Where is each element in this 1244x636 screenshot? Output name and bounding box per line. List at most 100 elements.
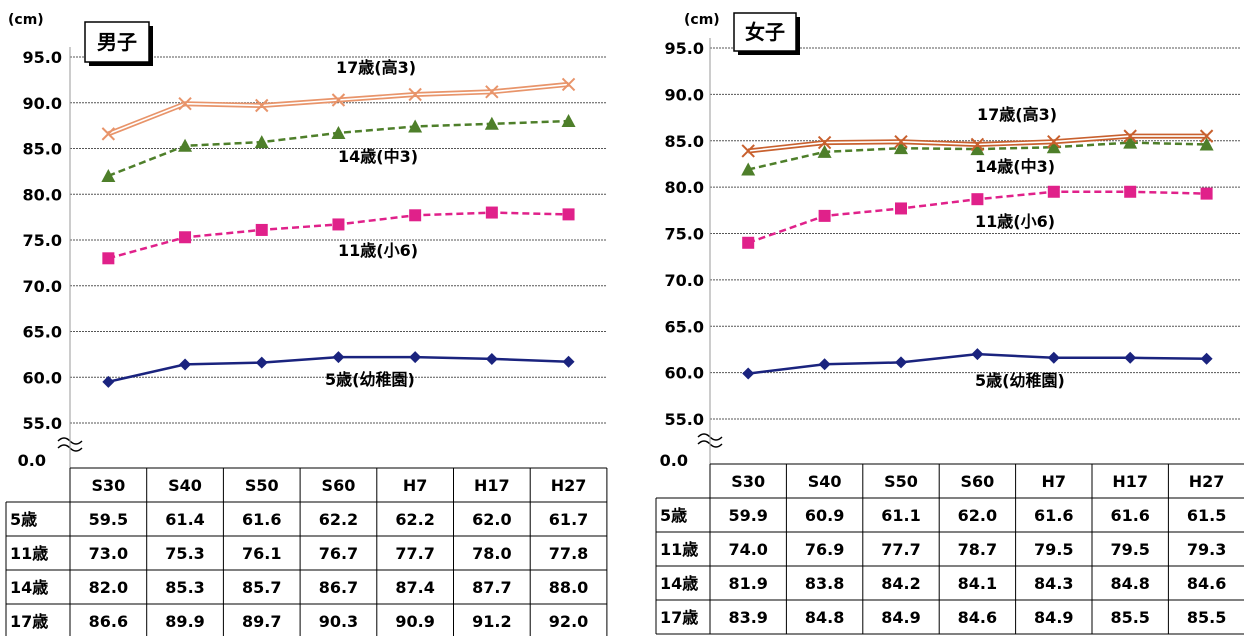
male-y-tick-label-zero: 0.0 — [18, 451, 46, 470]
female-table-cell: 84.9 — [1034, 608, 1073, 627]
female-category-label: H17 — [1112, 472, 1148, 491]
female-table-cell: 84.9 — [881, 608, 920, 627]
male-category-label: H27 — [551, 476, 587, 495]
female-point-1-2 — [895, 202, 907, 215]
female-series-label-1: 11歳(小6) — [975, 212, 1055, 231]
female-point-2-0 — [741, 162, 756, 176]
female-point-2-3 — [970, 142, 985, 156]
female-y-tick-label: 90.0 — [665, 85, 704, 104]
male-table-cell: 85.7 — [242, 578, 281, 597]
female-point-0-6 — [1200, 352, 1213, 365]
male-point-0-4 — [409, 351, 422, 364]
female-point-3-2 — [894, 134, 908, 149]
female-table-cell: 62.0 — [958, 506, 997, 525]
male-table-cell: 89.9 — [165, 612, 204, 631]
male-table-cell: 61.6 — [242, 510, 281, 529]
male-point-2-1 — [178, 138, 193, 152]
male-table-cell: 78.0 — [472, 544, 511, 563]
male-title-box — [84, 21, 150, 63]
female-point-0-2 — [895, 356, 907, 369]
male-series-label-1: 11歳(小6) — [338, 241, 418, 260]
male-category-label: H7 — [403, 476, 428, 495]
female-point-0-0 — [742, 367, 755, 380]
male-table-cell: 91.2 — [472, 612, 511, 631]
female-table-cell: 85.5 — [1110, 608, 1149, 627]
male-y-tick-label: 80.0 — [23, 185, 62, 204]
male-table-cell: 62.2 — [319, 510, 358, 529]
male-table-cell: 82.0 — [89, 578, 128, 597]
male-category-label: S30 — [91, 476, 125, 495]
male-table-cell: 61.7 — [549, 510, 588, 529]
male-point-1-2 — [255, 223, 268, 236]
female-point-0-4 — [1047, 351, 1060, 364]
male-point-0-1 — [179, 358, 192, 371]
female-table-cell: 85.5 — [1187, 608, 1226, 627]
female-category-label: S60 — [961, 472, 995, 491]
female-table-cell: 78.7 — [958, 540, 997, 559]
male-category-label: H17 — [474, 476, 510, 495]
female-row-label: 17歳 — [660, 608, 698, 627]
male-chart-svg: 95.0 90.0 85.0 80.0 75.0 70.0 65.0 60.0 55.0 0.0 (… — [5, 12, 608, 636]
male-series-label-2: 14歳(中3) — [338, 147, 418, 166]
female-category-label: H27 — [1189, 472, 1225, 491]
female-table-cell: 60.9 — [805, 506, 844, 525]
female-table-cell: 84.1 — [958, 574, 997, 593]
male-point-0-6 — [562, 355, 575, 368]
female-table-cell: 59.9 — [728, 506, 767, 525]
male-table-cell: 85.3 — [165, 578, 204, 597]
female-table-cell: 61.6 — [1110, 506, 1149, 525]
female-table-cell: 61.1 — [881, 506, 920, 525]
male-table-cell: 89.7 — [242, 612, 281, 631]
male-table-cell: 86.6 — [89, 612, 128, 631]
female-point-1-0 — [742, 236, 755, 249]
female-table-cell: 79.5 — [1034, 540, 1073, 559]
female-table-cell: 76.9 — [805, 540, 844, 559]
female-table-cell: 81.9 — [728, 574, 767, 593]
male-y-tick-label: 85.0 — [23, 140, 62, 159]
male-point-2-3 — [331, 125, 346, 139]
female-point-3-5 — [1123, 129, 1137, 143]
male-point-1-3 — [332, 218, 345, 231]
male-table-cell: 77.7 — [395, 544, 434, 563]
male-table-cell: 87.4 — [395, 578, 434, 597]
male-point-0-2 — [255, 356, 268, 369]
female-chart-svg: 95.0 90.0 85.0 80.0 75.0 70.0 65.0 60.0 55.0 0.0 (… — [655, 12, 1244, 635]
female-table-cell: 84.8 — [1110, 574, 1149, 593]
male-point-1-0 — [102, 252, 115, 265]
male-table-cell: 73.0 — [89, 544, 128, 563]
male-unit-label: (cm) — [8, 12, 44, 28]
female-series-label-0: 5歳(幼稚園) — [975, 371, 1065, 390]
male-point-1-1 — [179, 231, 192, 244]
male-table-cell: 61.4 — [165, 510, 204, 529]
male-table-cell: 76.1 — [242, 544, 281, 563]
male-chart-title: 男子 — [97, 30, 137, 54]
female-table-cell: 79.5 — [1110, 540, 1149, 559]
male-point-3-5 — [485, 85, 499, 99]
male-y-tick-label: 65.0 — [23, 323, 62, 342]
female-point-0-5 — [1124, 351, 1137, 364]
female-title-box — [733, 12, 797, 52]
female-point-3-1 — [817, 135, 832, 150]
female-category-label: S40 — [808, 472, 842, 491]
male-point-3-4 — [408, 87, 422, 102]
female-point-2-4 — [1046, 140, 1061, 154]
male-y-tick-label: 60.0 — [23, 368, 62, 387]
female-y-tick-label: 55.0 — [665, 410, 704, 429]
female-row-label: 5歳 — [660, 506, 687, 525]
male-row-label: 11歳 — [10, 544, 48, 563]
female-series-label-3: 17歳(高3) — [977, 105, 1057, 124]
female-row-label: 11歳 — [660, 540, 698, 559]
male-point-2-6 — [561, 114, 576, 128]
male-point-1-6 — [562, 208, 575, 221]
male-table-cell: 92.0 — [549, 612, 588, 631]
male-row-label: 17歳 — [10, 612, 48, 631]
female-y-tick-label: 75.0 — [665, 225, 704, 244]
male-series-label-3: 17歳(高3) — [336, 58, 416, 77]
male-point-0-0 — [102, 375, 115, 388]
female-y-tick-label: 85.0 — [665, 132, 704, 151]
female-category-label: H7 — [1042, 472, 1067, 491]
female-table-cell: 83.8 — [805, 574, 844, 593]
male-point-2-0 — [101, 168, 116, 182]
male-point-3-1 — [178, 96, 192, 111]
male-table-cell: 75.3 — [165, 544, 204, 563]
